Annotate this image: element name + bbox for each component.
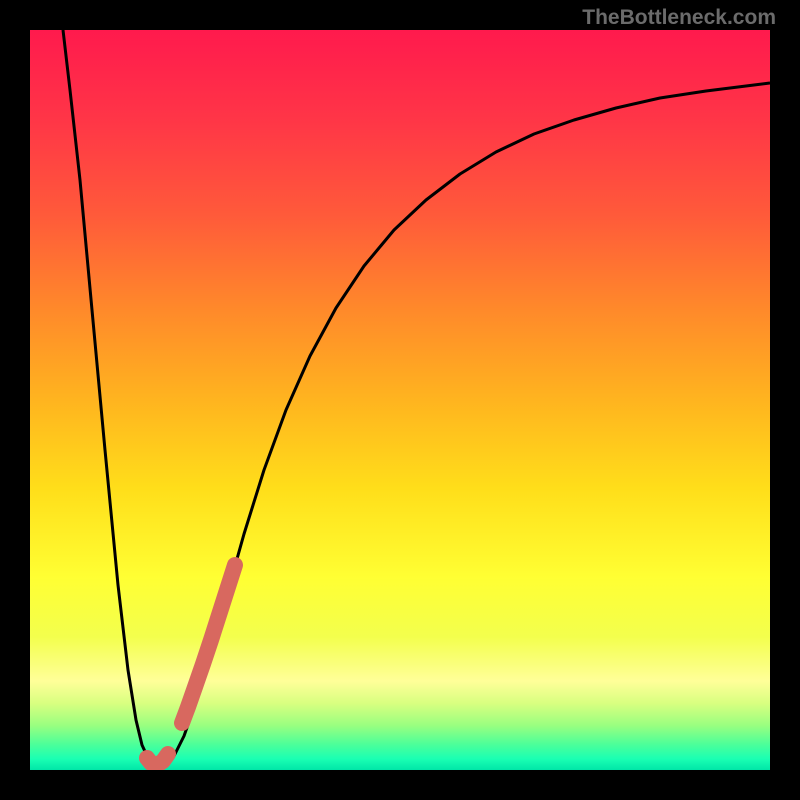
chart-container: TheBottleneck.com bbox=[0, 0, 800, 800]
watermark-text: TheBottleneck.com bbox=[582, 6, 776, 30]
plot-area bbox=[30, 30, 770, 770]
